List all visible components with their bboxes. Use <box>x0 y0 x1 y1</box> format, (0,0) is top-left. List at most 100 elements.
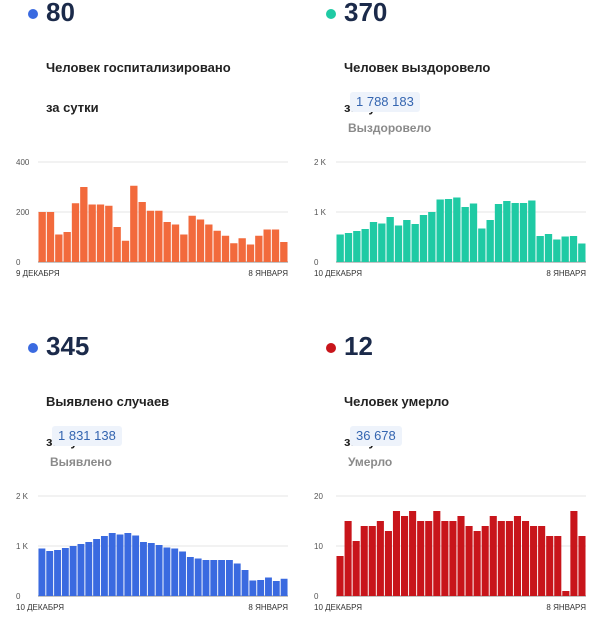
description-line-1: Выявлено случаев <box>46 394 170 409</box>
bar <box>449 521 457 596</box>
bar <box>376 521 384 596</box>
bar <box>54 550 61 596</box>
bar <box>457 516 465 596</box>
hospitalized-chart: 0 200 400 9 ДЕКАБРЯ 8 ЯНВАРЯ <box>16 158 288 278</box>
bar <box>171 224 180 262</box>
bar <box>241 570 249 596</box>
cases-panel: 345 Выявлено случаев за сутки 1 831 138 … <box>16 331 306 634</box>
y-tick-label: 0 <box>314 258 319 267</box>
deaths-chart: 0 10 20 10 ДЕКАБРЯ 8 ЯНВАРЯ <box>314 492 586 612</box>
bar <box>124 533 132 596</box>
bar <box>546 536 554 596</box>
bar <box>368 526 376 596</box>
x-start-label: 9 ДЕКАБРЯ <box>16 269 60 278</box>
bar <box>55 234 63 262</box>
bar <box>436 199 444 262</box>
y-tick-label: 2 K <box>314 158 327 167</box>
bar <box>369 222 378 262</box>
bar <box>409 511 417 596</box>
bar <box>61 548 69 596</box>
bar <box>428 212 436 262</box>
bar <box>336 556 344 596</box>
bar <box>100 536 108 596</box>
bar <box>233 563 241 596</box>
total-label: Выявлено <box>50 455 112 469</box>
bar <box>249 580 257 596</box>
daily-value: 80 <box>46 0 75 27</box>
bar <box>113 227 121 262</box>
bar <box>528 200 536 262</box>
bar <box>465 526 473 596</box>
bar <box>213 230 221 262</box>
hospitalized-panel: 80 Человек госпитализировано за сутки 0 2… <box>16 0 306 300</box>
bar <box>179 551 186 596</box>
bar <box>205 224 213 262</box>
bar <box>353 231 361 262</box>
bar <box>425 521 433 596</box>
bar <box>453 197 461 262</box>
y-tick-label: 0 <box>314 592 319 601</box>
bar <box>271 229 280 262</box>
bar <box>221 235 230 262</box>
x-end-label: 8 ЯНВАРЯ <box>546 269 586 278</box>
daily-value: 345 <box>46 331 90 361</box>
bar <box>257 580 265 596</box>
bar <box>569 236 578 262</box>
bar <box>96 204 105 262</box>
description-line-1: Человек выздоровело <box>344 60 491 75</box>
bar <box>263 229 271 262</box>
bar <box>218 560 226 596</box>
bar <box>194 558 202 596</box>
x-end-label: 8 ЯНВАРЯ <box>248 269 288 278</box>
bar <box>530 526 538 596</box>
recovered-chart: 0 1 K 2 K 10 ДЕКАБРЯ 8 ЯНВАРЯ <box>314 158 586 278</box>
bar <box>46 551 54 596</box>
bar <box>494 204 503 262</box>
bar <box>461 207 469 262</box>
description: Человек госпитализировано за сутки <box>46 38 286 138</box>
y-tick-label: 2 K <box>16 492 29 501</box>
bar <box>88 204 96 262</box>
indicator-dot-icon <box>326 9 336 19</box>
description-line-1: Человек госпитализировано <box>46 60 231 75</box>
bar <box>188 215 196 262</box>
bar <box>444 199 453 262</box>
bar <box>378 223 386 262</box>
bar <box>469 203 478 262</box>
bar <box>171 548 179 596</box>
indicator-dot-icon <box>28 343 38 353</box>
bar <box>63 232 71 262</box>
total-label: Выздоровело <box>348 121 432 135</box>
bar <box>132 535 140 596</box>
x-start-label: 10 ДЕКАБРЯ <box>314 603 362 612</box>
x-end-label: 8 ЯНВАРЯ <box>248 603 288 612</box>
bar <box>544 234 553 262</box>
bar <box>280 578 288 596</box>
bar <box>403 220 411 262</box>
bar <box>202 560 210 596</box>
bar <box>255 235 263 262</box>
bar <box>473 531 481 596</box>
bar <box>238 238 246 262</box>
bar <box>570 511 578 596</box>
bar <box>196 219 205 262</box>
x-start-label: 10 ДЕКАБРЯ <box>16 603 64 612</box>
y-tick-label: 200 <box>16 208 30 217</box>
total-value: 1 831 138 <box>52 426 122 446</box>
bar <box>561 236 569 262</box>
bar <box>163 222 171 262</box>
bar <box>538 526 546 596</box>
bar <box>265 577 272 596</box>
bar <box>562 591 570 596</box>
bar <box>163 547 171 596</box>
total-label: Умерло <box>348 455 393 469</box>
total-value: 36 678 <box>350 426 402 446</box>
bar <box>497 521 505 596</box>
bar <box>352 541 360 596</box>
bar <box>536 236 544 262</box>
bar <box>71 203 80 262</box>
x-end-label: 8 ЯНВАРЯ <box>546 603 586 612</box>
bar <box>336 234 344 262</box>
bar <box>116 534 124 596</box>
bar <box>578 536 586 596</box>
